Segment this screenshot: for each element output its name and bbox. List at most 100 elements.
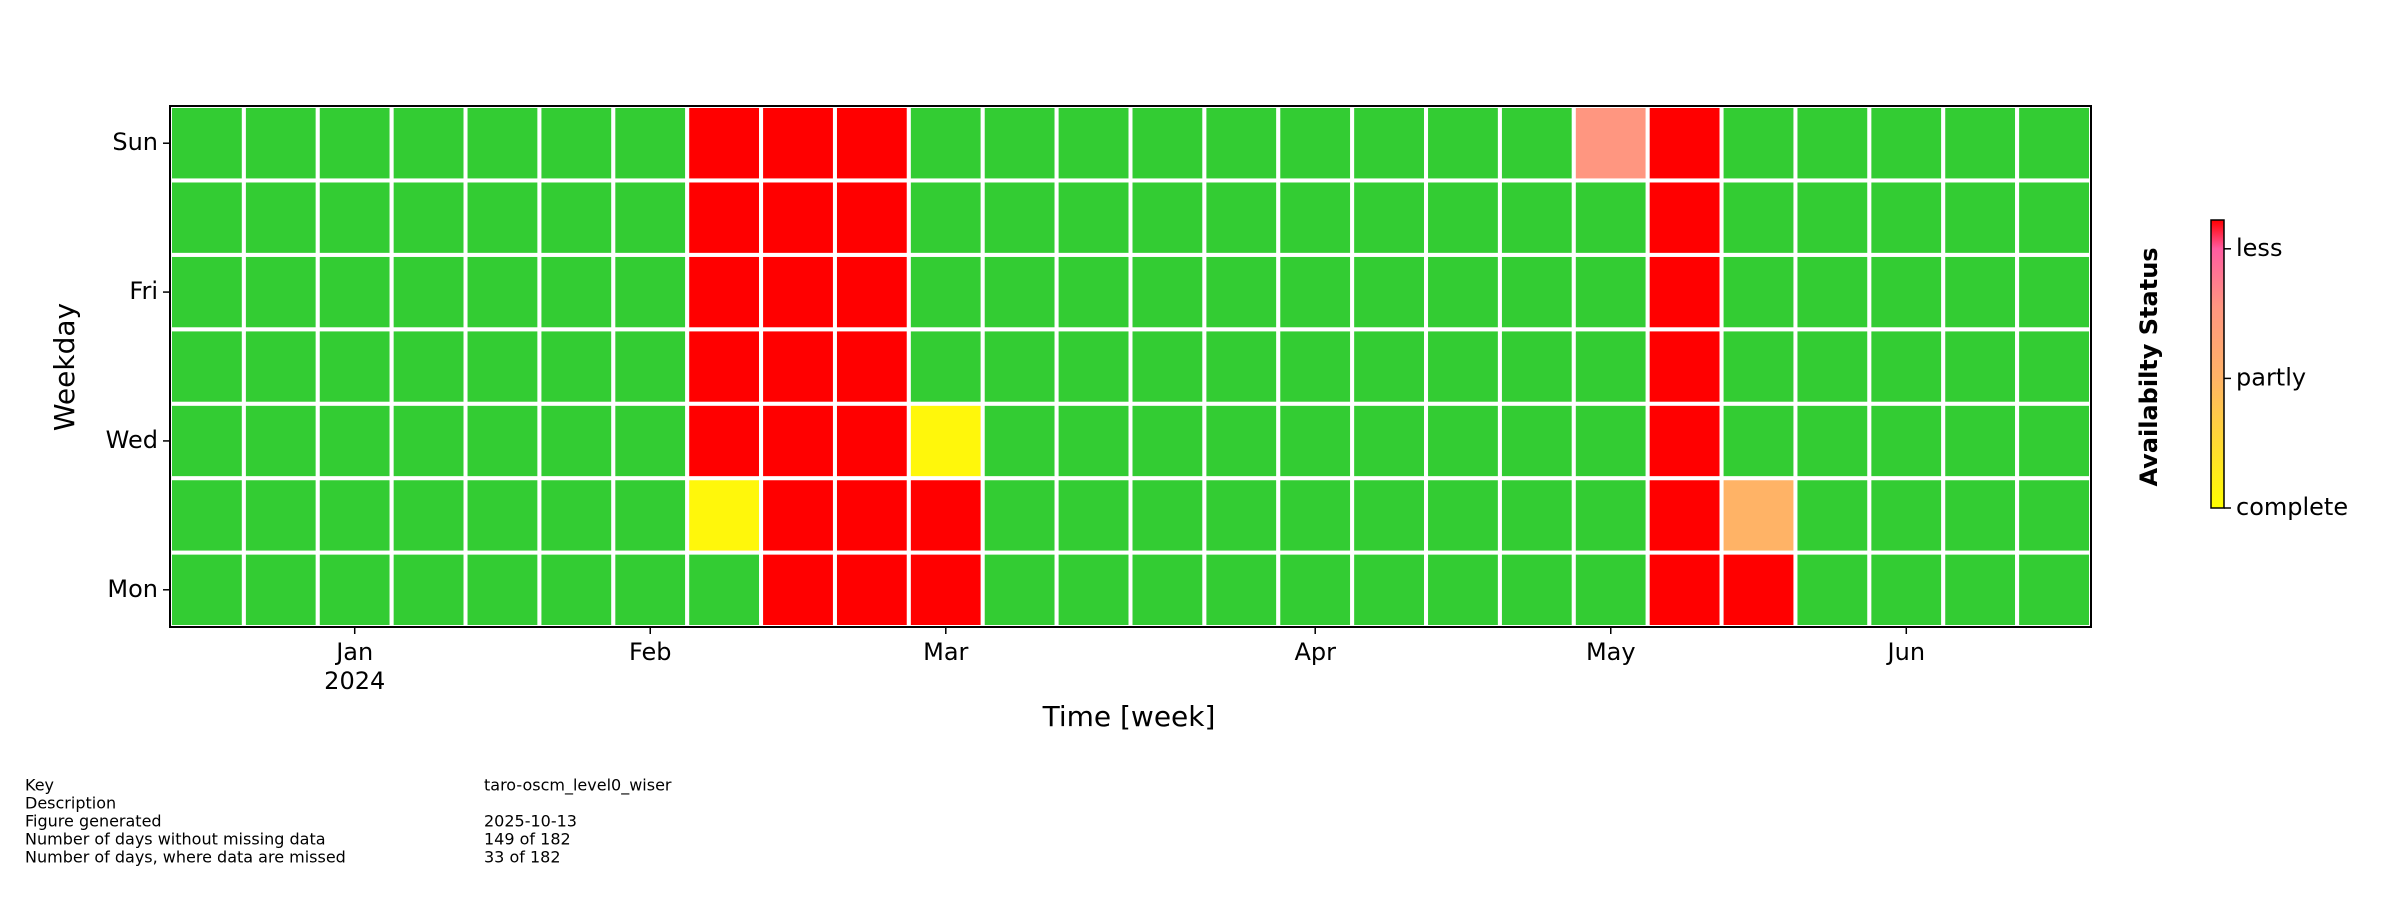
info-label: Number of days, where data are missed	[25, 848, 346, 867]
heatmap-cell	[1571, 252, 1650, 332]
heatmap-cell	[1128, 327, 1207, 406]
heatmap-cell	[2015, 550, 2093, 629]
heatmap-cell	[1941, 104, 2020, 183]
heatmap-cell	[1128, 550, 1207, 629]
y-tick-label: Mon	[107, 575, 158, 603]
heatmap-cell	[1719, 476, 1798, 555]
heatmap-cell	[1793, 252, 1872, 332]
heatmap-cell	[1054, 327, 1133, 406]
heatmap-cell	[1867, 476, 1946, 555]
heatmap-cell	[241, 178, 320, 257]
heatmap-cell	[1941, 476, 2020, 555]
heatmap-cell	[1054, 550, 1133, 629]
heatmap-cell	[241, 104, 320, 183]
heatmap-cell	[759, 252, 837, 332]
heatmap-cell	[1497, 327, 1576, 406]
heatmap-cell	[906, 327, 985, 406]
heatmap-cell	[1054, 104, 1133, 183]
heatmap-cell	[1645, 104, 1724, 183]
heatmap-cell	[241, 252, 320, 332]
heatmap-cell	[1350, 178, 1429, 257]
heatmap-cell	[537, 550, 616, 629]
heatmap-cell	[1571, 327, 1650, 406]
heatmap-cell	[1867, 401, 1946, 481]
heatmap-cell	[1941, 401, 2020, 481]
heatmap-cell	[1424, 401, 1502, 481]
heatmap-cell	[1202, 178, 1281, 257]
heatmap-cell	[1202, 327, 1281, 406]
heatmap-cell	[168, 401, 246, 481]
heatmap-cell	[1793, 401, 1872, 481]
y-tick-label: Wed	[106, 426, 158, 454]
heatmap-cell	[537, 476, 616, 555]
heatmap-cell	[1424, 104, 1502, 183]
heatmap-cell	[389, 104, 468, 183]
heatmap-cell	[1350, 104, 1429, 183]
heatmap-cell	[685, 252, 764, 332]
y-tick-label: Sun	[112, 128, 158, 156]
heatmap-cell	[1941, 252, 2020, 332]
heatmap-cell	[463, 476, 542, 555]
heatmap-cell	[906, 252, 985, 332]
heatmap-cell	[389, 327, 468, 406]
colorbar-tick-label: partly	[2236, 363, 2306, 391]
heatmap-cell	[463, 104, 542, 183]
heatmap-cell	[168, 104, 246, 183]
heatmap-cell	[1793, 104, 1872, 183]
heatmap-cell	[1276, 327, 1355, 406]
heatmap-cell	[685, 327, 764, 406]
heatmap-cell	[980, 104, 1059, 183]
heatmap-cell	[759, 178, 837, 257]
heatmap-cell	[832, 327, 911, 406]
heatmap-cell	[2015, 178, 2093, 257]
heatmap-cell	[759, 476, 837, 555]
heatmap-cell	[611, 178, 690, 257]
heatmap-cell	[315, 252, 394, 332]
heatmap-cell	[685, 401, 764, 481]
heatmap-cell	[315, 550, 394, 629]
heatmap-cell	[1571, 104, 1650, 183]
heatmap-cell	[980, 476, 1059, 555]
info-label: Figure generated	[25, 812, 162, 831]
info-value: 33 of 182	[484, 848, 561, 867]
heatmap-cell	[1497, 476, 1576, 555]
heatmap-cell	[611, 476, 690, 555]
heatmap-cell	[611, 401, 690, 481]
heatmap-cell	[2015, 104, 2093, 183]
heatmap-cell	[759, 401, 837, 481]
heatmap-cell	[463, 550, 542, 629]
heatmap-cell	[1350, 401, 1429, 481]
x-offset-text: 2024	[324, 667, 385, 695]
heatmap-cell	[1054, 476, 1133, 555]
heatmap-cell	[2015, 476, 2093, 555]
heatmap-cell	[832, 178, 911, 257]
heatmap-cell	[906, 401, 985, 481]
heatmap-cell	[611, 252, 690, 332]
heatmap-cell	[1645, 252, 1724, 332]
heatmap-cell	[832, 401, 911, 481]
heatmap-cell	[685, 178, 764, 257]
heatmap-cell	[2015, 401, 2093, 481]
heatmap-cell	[463, 327, 542, 406]
heatmap-cell	[685, 476, 764, 555]
heatmap-cell	[1276, 401, 1355, 481]
heatmap-cell	[1424, 550, 1502, 629]
heatmap-cell	[1645, 327, 1724, 406]
heatmap-cell	[315, 104, 394, 183]
heatmap-cell	[315, 401, 394, 481]
heatmap-cell	[906, 476, 985, 555]
heatmap-cell	[1571, 476, 1650, 555]
heatmap-cell	[1350, 252, 1429, 332]
heatmap-cell	[1128, 476, 1207, 555]
heatmap-cell	[1867, 550, 1946, 629]
heatmap-cell	[389, 401, 468, 481]
heatmap-cell	[980, 252, 1059, 332]
heatmap-cell	[1941, 178, 2020, 257]
heatmap-cell	[980, 327, 1059, 406]
info-label: Number of days without missing data	[25, 830, 326, 849]
heatmap-cell	[389, 550, 468, 629]
heatmap-cell	[832, 476, 911, 555]
info-value: 2025-10-13	[484, 812, 577, 831]
heatmap-cell	[463, 178, 542, 257]
heatmap-cell	[1719, 401, 1798, 481]
